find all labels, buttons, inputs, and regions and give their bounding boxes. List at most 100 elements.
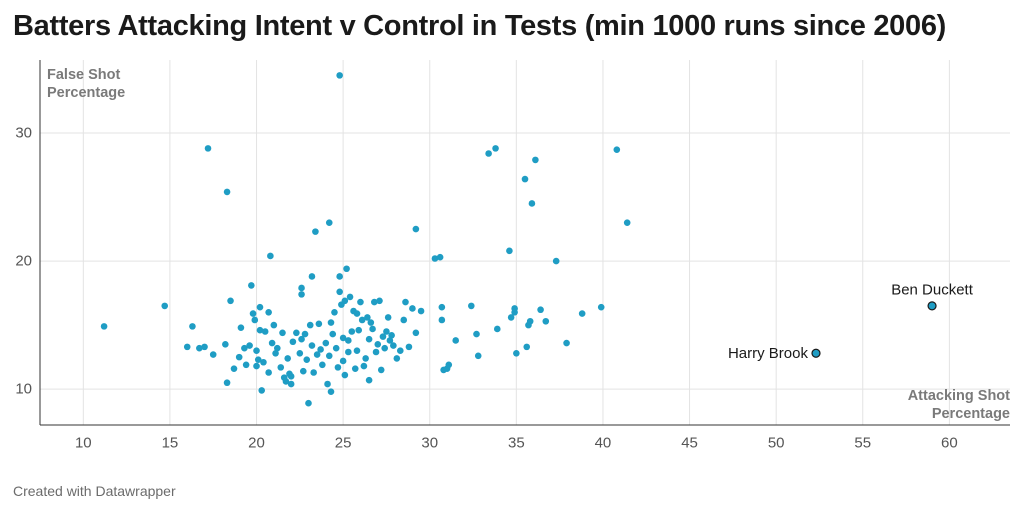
scatter-point [374, 341, 382, 348]
scatter-point [384, 314, 392, 321]
scatter-point [242, 361, 250, 369]
scatter-point [623, 219, 631, 226]
scatter-point [341, 297, 349, 305]
scatter-point [183, 343, 191, 351]
x-tick-label: 15 [162, 435, 179, 452]
scatter-point [345, 348, 352, 356]
scatter-point [343, 265, 350, 273]
scatter-point [369, 325, 376, 333]
scatter-point [537, 306, 544, 314]
scatter-point [372, 348, 380, 356]
scatter-point [388, 332, 395, 339]
scatter-point [223, 188, 231, 196]
x-tick-label: 60 [941, 435, 958, 452]
scatter-point [235, 353, 243, 361]
scatter-point [237, 324, 245, 331]
scatter-point [298, 291, 305, 298]
scatter-point [438, 303, 446, 311]
scatter-point [253, 362, 260, 370]
scatter-point [319, 361, 326, 369]
gridlines [40, 60, 1010, 425]
point-annotation-label: Harry Brook [728, 345, 809, 362]
scatter-point [365, 376, 373, 384]
scatter-point [265, 369, 272, 376]
scatter-point [357, 298, 364, 306]
scatter-point [312, 228, 319, 235]
x-tick-label: 40 [595, 435, 612, 452]
scatter-point [327, 319, 335, 326]
scatter-point [279, 329, 286, 337]
scatter-point [393, 355, 401, 362]
scatter-point [339, 357, 347, 365]
scatter-point [298, 284, 305, 292]
x-tick-label: 30 [421, 435, 438, 452]
scatter-point [452, 337, 460, 344]
scatter-point [336, 288, 343, 296]
scatter-point [405, 343, 413, 351]
y-tick-label: 30 [15, 125, 32, 142]
scatter-point [474, 352, 482, 360]
scatter-point [201, 343, 208, 351]
x-axis-title-line-1: Attacking Shot [908, 388, 1010, 404]
scatter-point [386, 337, 394, 344]
scatter-point [246, 342, 253, 349]
axis-titles: False Shot Percentage Attacking Shot Per… [47, 67, 1010, 422]
scatter-point [542, 317, 550, 325]
scatter-point [313, 351, 321, 358]
scatter-point [261, 328, 269, 335]
scatter-point [267, 252, 274, 260]
scatter-point [334, 364, 342, 371]
scatter-point [227, 297, 234, 305]
scatter-point [400, 316, 408, 324]
scatter-point [204, 145, 212, 152]
scatter-point [253, 347, 260, 355]
scatter-point [298, 335, 305, 343]
scatter-point [360, 362, 368, 370]
scatter-point [301, 330, 309, 338]
scatter-point [336, 72, 343, 79]
scatter-point [265, 308, 272, 316]
scatter-point [254, 356, 262, 363]
scatter-point [485, 150, 492, 157]
x-tick-label: 55 [854, 435, 871, 452]
scatter-point [412, 225, 420, 233]
scatter-point [308, 273, 316, 280]
scatter-point [358, 316, 366, 324]
scatter-point [272, 349, 279, 357]
scatter-point [473, 330, 480, 338]
scatter-point [310, 369, 317, 376]
y-tick-label: 10 [15, 381, 32, 398]
scatter-point [287, 380, 295, 388]
scatter-point [362, 355, 369, 362]
scatter-point [445, 361, 453, 369]
scatter-point [196, 344, 203, 352]
point-annotation-label: Ben Duckett [891, 281, 974, 298]
scatter-point [353, 310, 361, 317]
x-tick-label: 35 [508, 435, 525, 452]
scatter-point [324, 380, 331, 388]
scatter-point [532, 156, 539, 164]
scatter-point [277, 364, 285, 371]
scatter-point [511, 305, 518, 312]
scatter-point [402, 298, 409, 306]
scatter-point [322, 339, 330, 347]
scatter-point [222, 341, 229, 348]
scatter-point [390, 342, 397, 349]
scatter-point [409, 305, 416, 312]
scatter-point [223, 379, 231, 387]
scatter-point [468, 302, 475, 310]
scatter-point [161, 302, 169, 310]
scatter-point [325, 352, 333, 360]
scatter-point [436, 253, 444, 261]
scatter-point [371, 298, 378, 306]
scatter-point [230, 365, 238, 372]
scatter-point [258, 387, 266, 394]
scatter-point [270, 321, 278, 329]
scatter-point [526, 317, 534, 325]
scatter-point [100, 323, 108, 330]
scatter-point [296, 349, 304, 357]
scatter-point [256, 303, 264, 311]
scatter-point [284, 355, 291, 362]
scatter-point [379, 333, 387, 340]
